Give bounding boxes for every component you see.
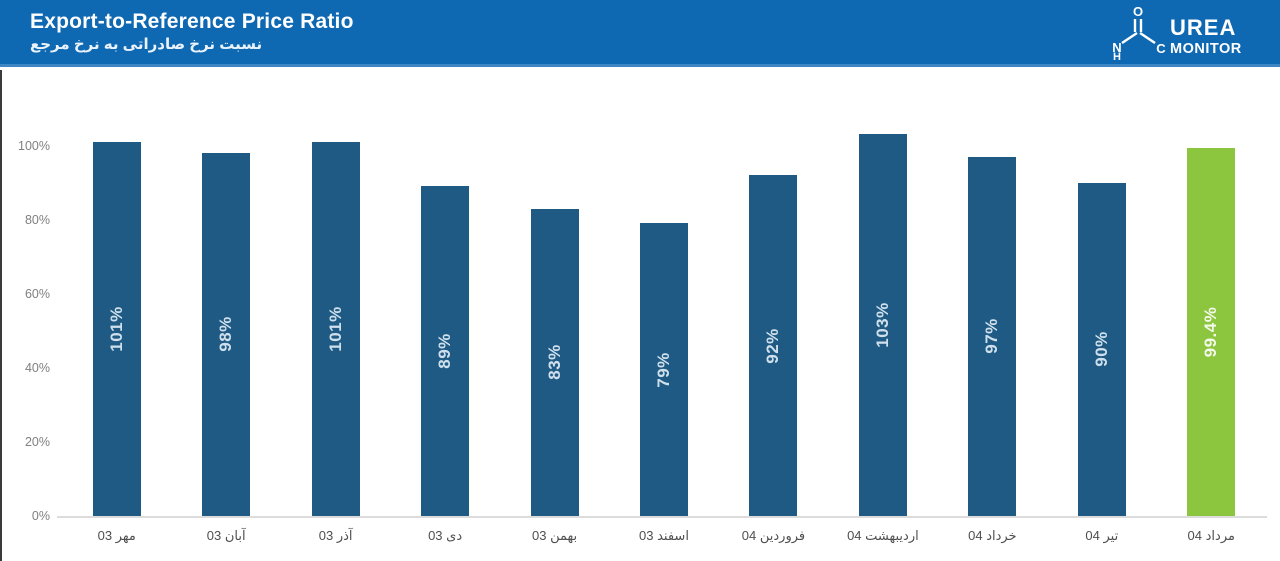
x-axis-label: اردیبهشت 04	[847, 528, 919, 543]
bar[interactable]: 83%	[530, 208, 579, 516]
title-block: Export-to-Reference Price Ratio نسبت نرخ…	[30, 10, 354, 53]
x-axis-label: فروردین 04	[741, 528, 806, 543]
bar[interactable]: 79%	[639, 223, 688, 516]
bar-slot: 98%	[171, 127, 280, 516]
bar-value-label: 101%	[325, 306, 345, 352]
bar-highlight[interactable]: 99.4%	[1187, 147, 1236, 516]
bar-value-label: 98%	[216, 316, 236, 353]
bar-value-label: 103%	[872, 302, 892, 348]
bar[interactable]: 92%	[749, 175, 798, 516]
bar-slot: 99.4%	[1157, 127, 1266, 516]
bar[interactable]: 98%	[202, 152, 251, 516]
x-axis-label: آبان 03	[206, 528, 246, 543]
bar-value-label: 83%	[544, 344, 564, 381]
left-edge-border	[0, 70, 2, 561]
x-axis-label: خرداد 04	[968, 528, 1017, 543]
bar[interactable]: 101%	[311, 141, 360, 516]
bar-slot: 97%	[938, 127, 1047, 516]
bar-value-label: 92%	[763, 327, 783, 364]
bar[interactable]: 101%	[92, 141, 141, 516]
bar[interactable]: 97%	[968, 156, 1017, 516]
x-axis-label: دی 03	[428, 528, 463, 543]
bar[interactable]: 103%	[858, 134, 907, 516]
bar-value-label: 89%	[435, 333, 455, 369]
x-axis-label: مهر 03	[97, 528, 136, 543]
x-axis-label: مرداد 04	[1187, 528, 1235, 543]
bar-value-label: 101%	[106, 306, 126, 352]
atom-o-label: O	[1133, 4, 1143, 19]
bar-slot: 92%	[719, 127, 828, 516]
urea-molecule-icon: O N H C UREA MONITOR	[1112, 4, 1242, 60]
bar-value-label: 90%	[1091, 331, 1111, 368]
y-tick-label: 20%	[24, 434, 50, 449]
x-axis-label: تیر 04	[1085, 528, 1119, 543]
x-axis-label: اسفند 03	[639, 528, 689, 543]
y-tick-label: 0%	[31, 509, 50, 523]
bar-slot: 101%	[62, 127, 171, 516]
bar-slot: 101%	[281, 127, 390, 516]
y-tick-label: 40%	[24, 360, 50, 375]
x-axis-label: آذر 03	[318, 528, 353, 543]
atom-h-label: H	[1113, 51, 1121, 60]
x-axis-label: بهمن 03	[531, 528, 578, 543]
bar-value-label: 99.4%	[1201, 306, 1221, 358]
page-title: Export-to-Reference Price Ratio	[30, 10, 354, 34]
bar-value-label: 97%	[982, 318, 1002, 355]
y-tick-label: 100%	[18, 138, 50, 153]
bar-slot: 103%	[828, 127, 937, 516]
bar-slot: 83%	[500, 127, 609, 516]
bar-slot: 79%	[609, 127, 718, 516]
bar[interactable]: 90%	[1077, 182, 1126, 516]
y-tick-label: 60%	[24, 286, 50, 301]
brand-monitor-text: MONITOR	[1170, 41, 1242, 57]
y-tick-label: 80%	[24, 212, 50, 227]
header-bar: Export-to-Reference Price Ratio نسبت نرخ…	[0, 0, 1280, 67]
bar-value-label: 79%	[653, 351, 673, 388]
x-axis-baseline	[57, 516, 1267, 518]
brand-urea-text: UREA	[1170, 15, 1236, 40]
urea-monitor-logo: O N H C UREA MONITOR	[1097, 4, 1252, 60]
page-subtitle-farsi: نسبت نرخ صادراتی به نرخ مرجع	[30, 35, 263, 53]
plot-area: 101% 98% 101% 89% 83% 79% 92% 103% 97% 90% 99.4%	[62, 127, 1266, 516]
bar[interactable]: 89%	[421, 186, 470, 516]
x-axis-labels: مهر 03 آبان 03 آذر 03 دی 03 بهمن 03 اسفند 03 ف…	[62, 528, 1266, 544]
bar-slot: 89%	[390, 127, 499, 516]
atom-c-label: C	[1156, 41, 1166, 56]
atom-n-label: N	[1112, 40, 1121, 55]
bar-slot: 90%	[1047, 127, 1156, 516]
y-axis: 0% 20% 40% 60% 80% 100%	[6, 70, 50, 523]
bar-chart: 0% 20% 40% 60% 80% 100% 101% 98% 101% 89% 83% 79% 9…	[0, 70, 1280, 561]
